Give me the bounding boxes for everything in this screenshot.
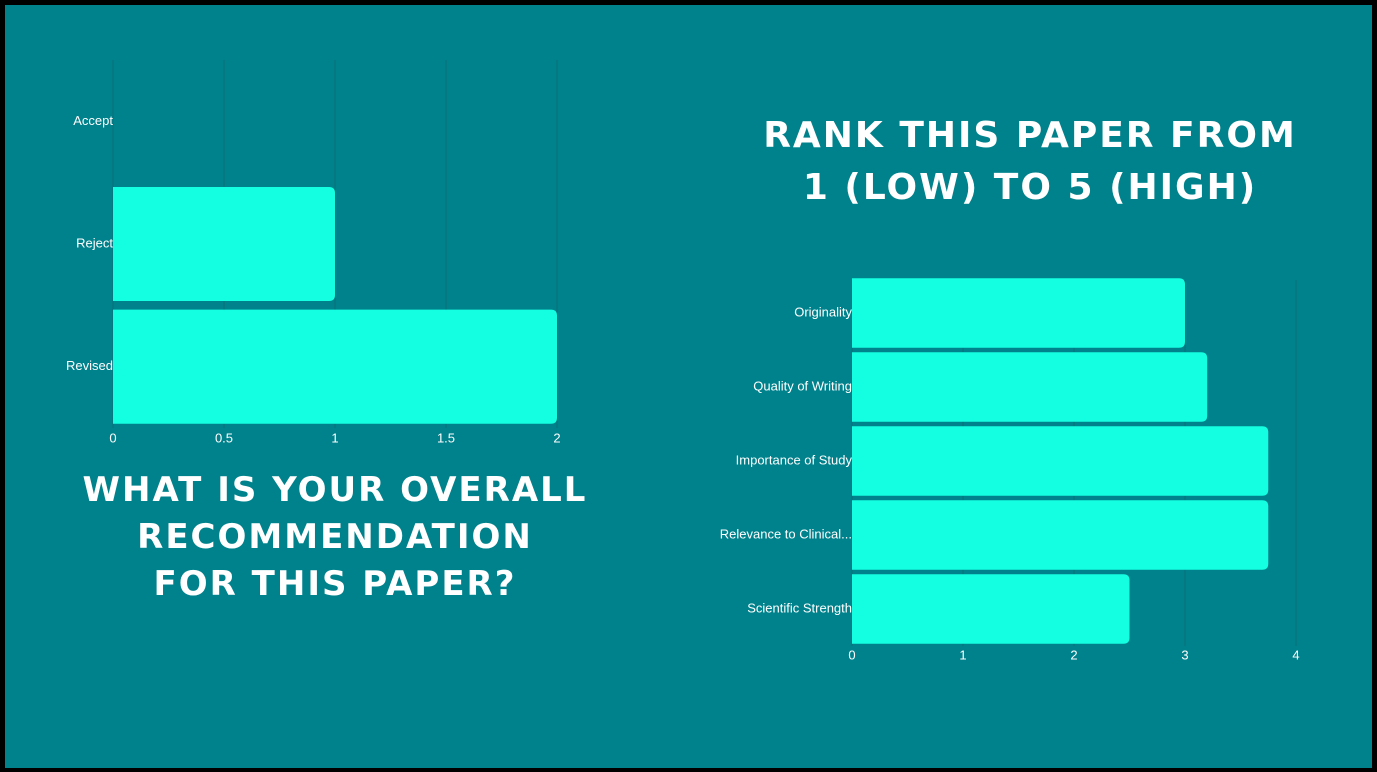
ranking-x-tick-label: 2 (1070, 647, 1077, 662)
ranking-bar (852, 574, 1130, 644)
recommendation-category-label: Reject (76, 235, 113, 250)
recommendation-question-title: WHAT IS YOUR OVERALL RECOMMENDATION FOR … (82, 470, 588, 604)
ranking-bar (852, 500, 1269, 570)
ranking-bar (852, 352, 1208, 422)
recommendation-bar (113, 186, 335, 302)
ranking-bar (852, 426, 1269, 496)
slide: 0 0.5 1 1.5 2 Accept Reject Revised 0 1 2 3 4 Origin… (5, 5, 1372, 768)
ranking-category-label: Originality (794, 304, 852, 319)
ranking-category-label: Quality of Writing (753, 378, 852, 393)
ranking-bar (852, 278, 1185, 348)
ranking-x-tick-label: 1 (959, 647, 966, 662)
recommendation-x-tick-label: 0 (109, 430, 116, 445)
ranking-x-tick-label: 0 (848, 647, 855, 662)
ranking-question-title: RANK THIS PAPER FROM 1 (LOW) TO 5 (HIGH) (763, 115, 1297, 208)
ranking-bar-chart: 0 1 2 3 4 Originality Quality of Writing Import… (720, 278, 1300, 662)
ranking-x-tick-label: 4 (1292, 647, 1299, 662)
recommendation-bar-chart: 0 0.5 1 1.5 2 Accept Reject Revised (66, 60, 561, 445)
recommendation-x-tick-label: 1 (331, 430, 338, 445)
recommendation-x-tick-label: 0.5 (215, 430, 233, 445)
recommendation-x-tick-label: 2 (553, 430, 560, 445)
ranking-x-tick-label: 3 (1181, 647, 1188, 662)
ranking-category-label: Scientific Strength (747, 600, 852, 615)
charts-canvas: 0 0.5 1 1.5 2 Accept Reject Revised 0 1 2 3 4 Origin… (66, 60, 1300, 662)
ranking-category-label: Relevance to Clinical... (720, 526, 852, 541)
recommendation-bar (113, 309, 557, 424)
recommendation-category-label: Accept (73, 113, 113, 128)
recommendation-x-tick-label: 1.5 (437, 430, 455, 445)
recommendation-category-label: Revised (66, 358, 113, 373)
ranking-category-label: Importance of Study (736, 452, 853, 467)
